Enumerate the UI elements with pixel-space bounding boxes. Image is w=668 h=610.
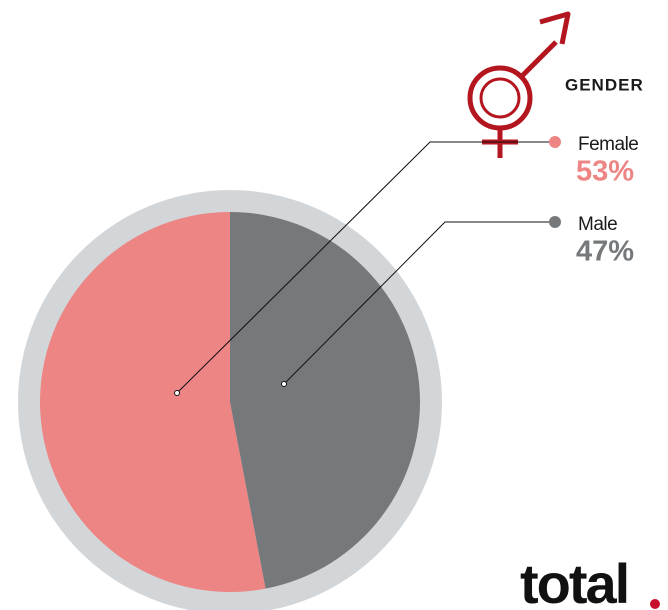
pie-slice	[230, 212, 421, 589]
leader-line	[283, 221, 555, 385]
chart-title: GENDER	[565, 75, 644, 94]
leader-end	[281, 381, 287, 387]
value-label: 47%	[576, 236, 634, 268]
logo: total	[520, 552, 628, 610]
leader-line	[176, 141, 555, 394]
legend-label: Female	[578, 134, 638, 155]
legend-label: Male	[578, 214, 617, 235]
pie-slice	[40, 212, 266, 592]
logo-dot	[650, 599, 660, 609]
leader-end	[174, 390, 180, 396]
legend-dot	[549, 216, 561, 228]
value-label: 53%	[576, 156, 634, 188]
legend-dot	[549, 136, 561, 148]
gender-icon	[467, 11, 571, 158]
